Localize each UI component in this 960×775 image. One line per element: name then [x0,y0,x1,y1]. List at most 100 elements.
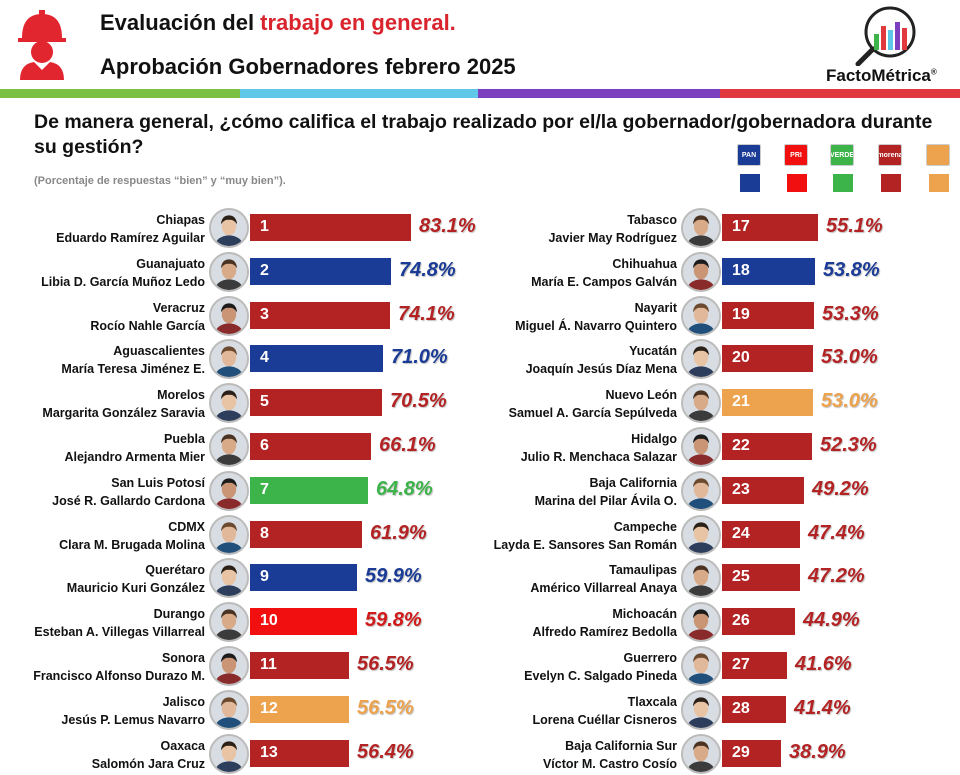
face-icon [211,691,247,728]
governor-row: Aguascalientes María Teresa Jiménez E. [0,337,205,381]
avatar [681,383,721,424]
rank-label: 2 [260,261,269,279]
percent-label: 56.5% [357,653,414,675]
pan-logo-icon: PAN [737,144,761,166]
face-icon [683,604,719,641]
rank-label: 10 [260,612,278,630]
approval-bar: 6 [250,433,371,460]
avatar [681,514,721,555]
approval-bar: 12 [250,695,349,723]
percent-label: 74.1% [398,302,455,325]
state-label: Tabasco [627,213,677,227]
worker-icon [18,10,66,80]
magnifier-chart-icon [855,6,916,67]
rank-label: 22 [732,437,750,454]
governor-name: Alfredo Ramírez Bedolla [532,625,677,640]
governor-name: Clara M. Brugada Molina [59,537,205,552]
state-label: Chihuahua [612,256,677,271]
brand-logo: FactoMétrica® [818,4,950,88]
governor-name: Esteban A. Villegas Villarreal [34,625,205,640]
governor-row: Baja California Sur Víctor M. Castro Cosí… [0,732,677,775]
rank-label: 4 [260,349,269,367]
face-icon [211,341,247,378]
avatar [209,733,249,774]
percent-label: 83.1% [419,215,476,237]
page-subtitle: Aprobación Gobernadores febrero 2025 [100,54,516,79]
avatar [681,251,721,292]
stripe-red [720,89,960,98]
percent-label: 56.5% [357,696,414,719]
approval-bar: 5 [250,389,382,417]
governor-row: Tabasco Javier May Rodríguez [0,206,677,250]
percent-label: 71.0% [391,346,448,369]
face-icon [683,341,719,378]
percent-label: 38.9% [789,740,846,763]
face-icon [211,297,247,334]
state-label: Nuevo León [605,388,677,403]
governor-name: María Teresa Jiménez E. [61,362,205,377]
rank-label: 25 [732,568,750,586]
state-label: Campeche [613,519,677,534]
percent-label: 41.6% [795,653,852,675]
avatar [681,339,721,380]
governor-row: Durango Esteban A. Villegas Villarreal [0,600,205,644]
rank-label: 11 [260,656,277,673]
rank-label: 3 [260,305,269,323]
state-label: Jalisco [162,694,205,709]
governor-row: Sonora Francisco Alfonso Durazo M. [0,644,205,688]
rank-label: 5 [260,393,269,411]
rank-label: 8 [260,524,269,542]
governor-row: Chihuahua María E. Campos Galván [0,250,677,294]
approval-bar: 20 [722,345,813,373]
state-label: Aguascalientes [113,344,205,359]
governor-row: Hidalgo Julio R. Menchaca Salazar [0,425,677,469]
governor-row: Guerrero Evelyn C. Salgado Pineda [0,644,677,688]
rank-label: 6 [260,437,269,454]
percent-label: 53.0% [821,346,878,369]
face-icon [211,210,247,246]
pvem-logo-icon: VERDE [830,144,854,166]
rank-label: 7 [260,480,269,498]
percent-label: 59.9% [365,565,422,588]
approval-bar: 1 [250,214,411,241]
governor-name: José R. Gallardo Cardona [52,493,205,508]
state-label: Querétaro [145,563,205,578]
rank-label: 17 [732,218,750,235]
state-label: Tlaxcala [627,694,677,709]
governor-name: Samuel A. García Sepúlveda [508,406,677,421]
rank-label: 13 [260,743,278,761]
state-label: Guanajuato [136,256,205,271]
rank-label: 26 [732,612,750,630]
percent-label: 52.3% [820,434,877,456]
governor-row: Tamaulipas Américo Villarreal Anaya [0,556,677,600]
governor-row: Nayarit Miguel Á. Navarro Quintero [0,294,677,338]
percent-label: 44.9% [803,609,860,632]
percent-label: 66.1% [379,434,436,456]
avatar [209,251,249,292]
governor-name: María E. Campos Galván [531,274,677,289]
percent-label: 41.4% [794,696,851,719]
rank-label: 1 [260,218,269,235]
face-icon [211,516,247,553]
approval-bar: 4 [250,345,383,373]
governor-row: Morelos Margarita González Saravia [0,381,205,425]
header: Evaluación del trabajo en general. Aprob… [0,0,960,88]
avatar [209,339,249,380]
avatar [209,602,249,643]
page-title: Evaluación del trabajo en general. [100,10,456,35]
governor-name: Julio R. Menchaca Salazar [520,450,677,464]
face-icon [683,253,719,290]
state-label: Baja California Sur [565,738,677,753]
avatar [681,689,721,730]
state-label: Puebla [164,432,205,446]
governor-row: CDMX Clara M. Brugada Molina [0,513,205,557]
approval-bar: 26 [722,608,795,636]
approval-bar: 27 [722,652,787,679]
state-label: Yucatán [629,344,677,359]
state-label: Baja California [589,475,677,490]
avatar [209,208,249,248]
face-icon [211,253,247,290]
pri-logo-icon: PRI [784,144,808,166]
governor-name: Javier May Rodríguez [548,231,677,245]
stripe-green [0,89,240,98]
